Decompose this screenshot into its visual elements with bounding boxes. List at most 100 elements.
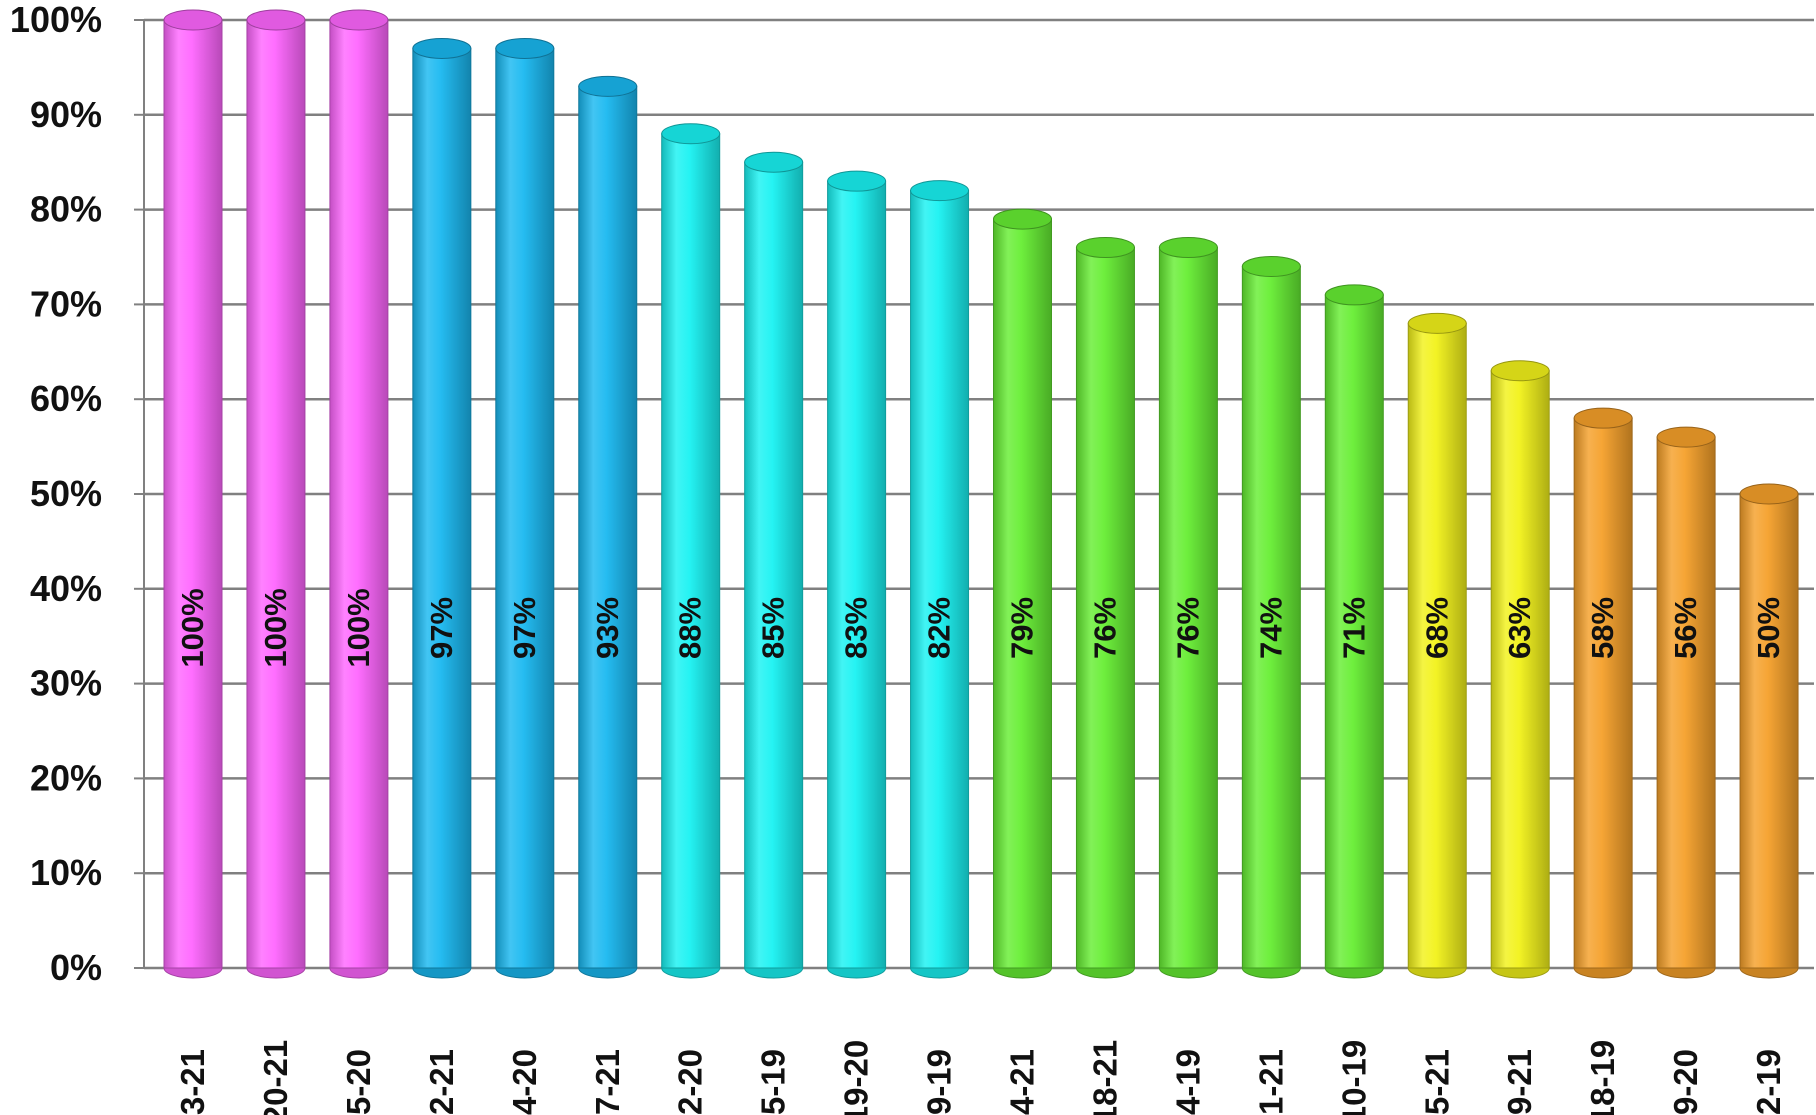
bar-data-label: 97%: [507, 597, 542, 659]
bar-body: [910, 190, 970, 969]
x-tick-label: 5-20: [340, 1049, 377, 1115]
bar-top-cap: [495, 37, 555, 59]
bar-data-label: 93%: [590, 597, 625, 659]
x-tick-label: 5-19: [755, 1049, 792, 1115]
bar-top-cap: [246, 9, 306, 31]
bar-data-label: 76%: [1087, 597, 1122, 659]
bar-data-label: 56%: [1668, 597, 1703, 659]
y-tick-label: 0%: [50, 947, 102, 988]
bar-14: 71%: [1324, 284, 1384, 979]
x-tick-label: 5-21: [1418, 1049, 1455, 1115]
bar-top-cap: [1241, 255, 1301, 277]
bar-data-label: 74%: [1253, 597, 1288, 659]
y-tick-label: 50%: [30, 473, 102, 514]
bar-1: 100%: [246, 9, 306, 979]
bar-top-cap: [1075, 237, 1135, 259]
bar-body: [329, 19, 389, 969]
bar-2: 100%: [329, 9, 389, 979]
bar-12: 76%: [1158, 237, 1218, 979]
bar-body: [1739, 493, 1799, 969]
x-axis: 3-21 20-21 5-20 2-21 4-20 7-21 2-20 5-19 19-20 9-…: [174, 1040, 1787, 1115]
x-tick-label: 9-20: [1667, 1049, 1704, 1115]
bar-top-cap: [578, 75, 638, 97]
bar-top-cap: [1656, 426, 1716, 448]
bar-9: 82%: [910, 180, 970, 979]
bar-body: [1324, 294, 1384, 969]
bar-body: [1407, 322, 1467, 969]
bar-body: [578, 85, 638, 969]
bar-body: [744, 161, 804, 969]
x-tick-label: 2-21: [423, 1049, 460, 1115]
bar-top-cap: [1324, 284, 1384, 306]
bar-top-cap: [163, 9, 223, 31]
x-tick-label: 10-19: [1335, 1040, 1372, 1115]
bar-3: 97%: [412, 37, 472, 979]
bar-body: [412, 47, 472, 969]
bar-top-cap: [910, 180, 970, 202]
y-tick-label: 30%: [30, 663, 102, 704]
bar-data-label: 83%: [839, 597, 874, 659]
x-tick-label: 19-20: [838, 1040, 875, 1115]
x-tick-label: 1-21: [1252, 1049, 1289, 1115]
bar-top-cap: [661, 123, 721, 145]
bar-8: 83%: [827, 170, 887, 979]
bar-data-label: 71%: [1336, 597, 1371, 659]
y-tick-label: 90%: [30, 94, 102, 135]
bar-18: 56%: [1656, 426, 1716, 979]
bar-top-cap: [329, 9, 389, 31]
bar-16: 63%: [1490, 360, 1550, 979]
bar-17: 58%: [1573, 407, 1633, 979]
bar-13: 74%: [1241, 255, 1301, 979]
bar-data-label: 100%: [341, 588, 376, 667]
x-tick-label: 4-20: [506, 1049, 543, 1115]
bar-11: 76%: [1075, 237, 1135, 979]
x-tick-label: 3-21: [174, 1049, 211, 1115]
bar-body: [1075, 247, 1135, 969]
bar-15: 68%: [1407, 312, 1467, 979]
bar-data-label: 76%: [1170, 597, 1205, 659]
bar-7: 85%: [744, 151, 804, 979]
y-tick-label: 70%: [30, 283, 102, 324]
bar-top-cap: [1407, 312, 1467, 334]
bar-5: 93%: [578, 75, 638, 979]
bar-top-cap: [827, 170, 887, 192]
bar-data-label: 100%: [258, 588, 293, 667]
bar-19: 50%: [1739, 483, 1799, 979]
bar-top-cap: [1490, 360, 1550, 382]
bar-body: [1490, 370, 1550, 969]
bar-data-label: 88%: [673, 597, 708, 659]
bar-data-label: 85%: [756, 597, 791, 659]
x-tick-label: 2-20: [672, 1049, 709, 1115]
x-tick-label: 4-21: [1004, 1049, 1041, 1115]
bar-data-label: 82%: [922, 597, 957, 659]
x-tick-label: 7-21: [589, 1049, 626, 1115]
bars-layer: 100% 100% 100% 97% 97% 93% 88% 85% 83% 82% 79% 76% 7…: [163, 9, 1799, 979]
bar-body: [661, 133, 721, 969]
y-tick-label: 80%: [30, 189, 102, 230]
x-tick-label: 9-19: [921, 1049, 958, 1115]
x-tick-label: 18-21: [1086, 1040, 1123, 1115]
bar-0: 100%: [163, 9, 223, 979]
bar-body: [1241, 265, 1301, 969]
bar-body: [1573, 417, 1633, 969]
bar-body: [163, 19, 223, 969]
bar-10: 79%: [993, 208, 1052, 979]
bar-data-label: 58%: [1585, 597, 1620, 659]
y-axis: 0% 10% 20% 30% 40% 50% 60% 70% 80% 90% 100%: [10, 0, 102, 988]
bar-top-cap: [1158, 237, 1218, 259]
bar-6: 88%: [661, 123, 721, 979]
x-tick-label: 2-19: [1750, 1049, 1787, 1115]
bar-top-cap: [412, 37, 472, 59]
x-tick-label: 4-19: [1169, 1049, 1206, 1115]
y-tick-label: 60%: [30, 378, 102, 419]
bar-data-label: 79%: [1005, 597, 1040, 659]
bar-body: [1656, 436, 1716, 969]
bar-top-cap: [1573, 407, 1633, 429]
bar-body: [246, 19, 306, 969]
bar-top-cap: [744, 151, 804, 173]
bar-data-label: 68%: [1419, 597, 1454, 659]
bar-data-label: 100%: [175, 588, 210, 667]
y-tick-label: 40%: [30, 568, 102, 609]
bar-body: [827, 180, 887, 969]
